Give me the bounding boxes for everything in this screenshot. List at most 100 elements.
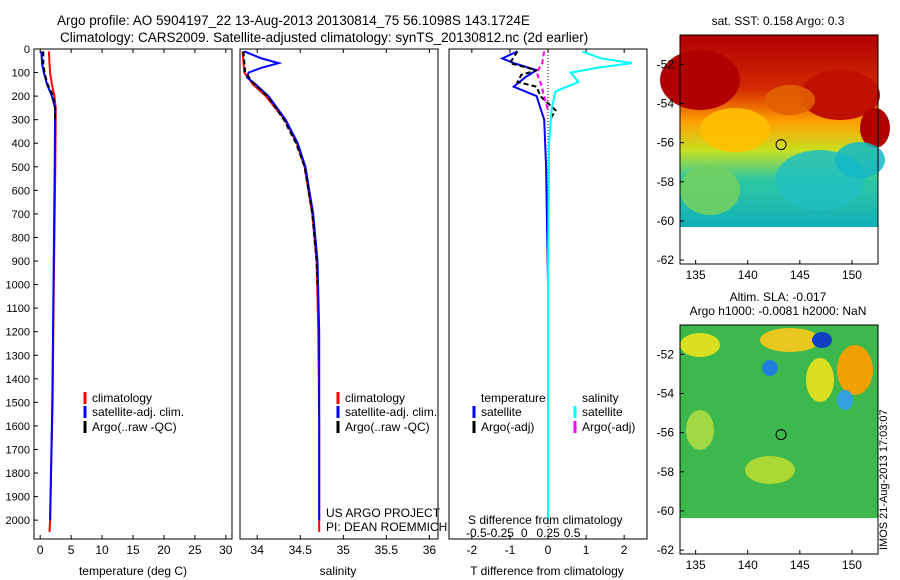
s-tick-label: 0.25 — [537, 526, 561, 540]
x-tick-label: 34.5 — [289, 543, 313, 557]
series-line-t-argo-adj- — [508, 50, 557, 121]
legend-header-temperature: temperature — [481, 391, 546, 405]
s-tick-label: -0.25 — [487, 526, 515, 540]
sla-map-panel: Altim. SLA: -0.017 Argo h1000: -0.0081 h… — [657, 290, 879, 572]
s-tick-label: 0 — [521, 526, 528, 540]
depth-tick-label: 100 — [12, 68, 30, 80]
depth-tick-label: 1400 — [6, 374, 30, 386]
sst-map-frame — [679, 34, 879, 265]
salinity-series — [241, 50, 321, 532]
sla-heatmap — [680, 325, 878, 518]
timestamp-stamp: IMOS 21-Aug-2013 17:03:07 — [878, 409, 890, 550]
temperature-legend: climatology satellite-adj. clim. Argo(..… — [83, 391, 184, 434]
pi-annotation: PI: DEAN ROEMMICH — [326, 520, 447, 534]
argo-position-marker — [775, 139, 787, 151]
map-y-tick-label: -56 — [657, 136, 675, 150]
project-annotation: US ARGO PROJECT — [326, 506, 441, 520]
x-tick-label: 0 — [545, 543, 552, 557]
s-tick-label: -0.5 — [466, 526, 487, 540]
t-difference-x-label: T difference from climatology — [470, 564, 624, 578]
sla-high-patch — [837, 345, 873, 395]
salinity-legend: climatology satellite-adj. clim. Argo(..… — [336, 391, 437, 434]
legend-label-s-satellite: satellite — [582, 405, 623, 419]
x-tick-label: -1 — [505, 543, 516, 557]
sst-heatmap — [660, 35, 890, 227]
sst-map-panel: sat. SST: 0.158 Argo: 0.3 135 140 145 150 -5… — [657, 14, 890, 282]
map-x-tick-label: 135 — [686, 268, 706, 282]
map-y-tick-label: -56 — [657, 426, 675, 440]
depth-tick-label: 300 — [12, 115, 30, 127]
map-y-tick-label: -58 — [657, 175, 675, 189]
legend-label-satellite: satellite-adj. clim. — [345, 405, 437, 419]
sst-warm-patch — [800, 70, 880, 120]
depth-tick-label: 800 — [12, 232, 30, 244]
legend-label-climatology: climatology — [345, 391, 405, 405]
map-x-tick-label: 140 — [738, 558, 758, 572]
map-y-tick-label: -58 — [657, 465, 675, 479]
depth-tick-label: 1700 — [6, 444, 30, 456]
x-tick-label: 0 — [37, 543, 44, 557]
x-tick-label: 36 — [423, 543, 437, 557]
sla-high-patch — [745, 456, 795, 484]
temperature-x-axis: 0 5 10 15 20 25 30 — [37, 49, 233, 557]
depth-tick-label: 200 — [12, 91, 30, 103]
sla-high-patch — [686, 410, 714, 450]
sla-map-subtitle: Argo h1000: -0.0081 h2000: NaN — [690, 304, 867, 318]
x-tick-label: -2 — [467, 543, 478, 557]
legend-label-t-argo: Argo(-adj) — [481, 420, 534, 434]
depth-tick-label: 2000 — [6, 515, 30, 527]
sst-mid-patch — [700, 108, 770, 152]
sst-map-axes: 135 140 145 150 -52 -54 -56 -58 -60 -62 — [657, 57, 863, 282]
series-line-satellite-adj-clim- — [40, 51, 56, 521]
header-line-2: Climatology: CARS2009. Satellite-adjuste… — [60, 30, 588, 45]
x-tick-label: 30 — [219, 543, 233, 557]
sla-map-frame — [679, 324, 879, 555]
series-line-s-satellite — [547, 50, 632, 521]
map-y-tick-label: -62 — [657, 543, 675, 557]
map-x-tick-label: 150 — [842, 558, 862, 572]
depth-tick-label: 1600 — [6, 421, 30, 433]
depth-tick-label: 500 — [12, 162, 30, 174]
x-tick-label: 35.5 — [375, 543, 399, 557]
series-line-climatology — [241, 51, 321, 532]
salinity-panel: 34 34.5 35 35.5 36 salinity climatology sate… — [239, 48, 447, 578]
map-y-tick-label: -62 — [657, 253, 675, 267]
map-y-tick-label: -54 — [657, 387, 675, 401]
salinity-x-label: salinity — [320, 564, 357, 578]
depth-tick-label: 900 — [12, 256, 30, 268]
map-x-tick-label: 150 — [842, 268, 862, 282]
map-x-tick-label: 145 — [790, 268, 810, 282]
series-line-argo-raw-qc- — [42, 51, 57, 120]
depth-tick-label: 1300 — [6, 350, 30, 362]
map-x-tick-label: 145 — [790, 558, 810, 572]
sla-low-patch — [837, 390, 853, 410]
map-y-tick-label: -54 — [657, 97, 675, 111]
legend-label-argo: Argo(..raw -QC) — [345, 420, 430, 434]
s-tick-label: 0.5 — [564, 526, 581, 540]
legend-header-salinity: salinity — [582, 391, 619, 405]
legend-label-t-satellite: satellite — [481, 405, 522, 419]
sst-mid-patch — [765, 85, 815, 115]
s-difference-label: S difference from climatology — [468, 513, 623, 527]
difference-x-axis: -2 -1 0 1 2 -0.5 -0.25 0 0.25 0.5 — [466, 49, 628, 557]
depth-tick-label: 1800 — [6, 468, 30, 480]
x-tick-label: 1 — [583, 543, 590, 557]
map-x-tick-label: 140 — [738, 268, 758, 282]
depth-tick-label: 600 — [12, 185, 30, 197]
sla-map-title: Altim. SLA: -0.017 — [730, 290, 827, 304]
legend-label-argo: Argo(..raw -QC) — [92, 420, 177, 434]
x-tick-label: 2 — [621, 543, 628, 557]
depth-tick-label: 0 — [24, 44, 30, 56]
header-line-1: Argo profile: AO 5904197_22 13-Aug-2013 … — [57, 13, 530, 28]
depth-tick-label: 400 — [12, 138, 30, 150]
depth-tick-label: 1200 — [6, 327, 30, 339]
difference-legend: temperature salinity satellite Argo(-adj… — [472, 391, 635, 434]
difference-series — [499, 50, 632, 521]
depth-tick-label: 1900 — [6, 492, 30, 504]
map-x-tick-label: 135 — [686, 558, 706, 572]
sla-low-patch — [812, 332, 832, 348]
depth-tick-label: 1100 — [6, 303, 30, 315]
salinity-plot-frame — [239, 48, 439, 540]
sla-map-axes: 135 140 145 150 -52 -54 -56 -58 -60 -62 — [657, 347, 863, 572]
sla-high-patch — [680, 333, 720, 357]
